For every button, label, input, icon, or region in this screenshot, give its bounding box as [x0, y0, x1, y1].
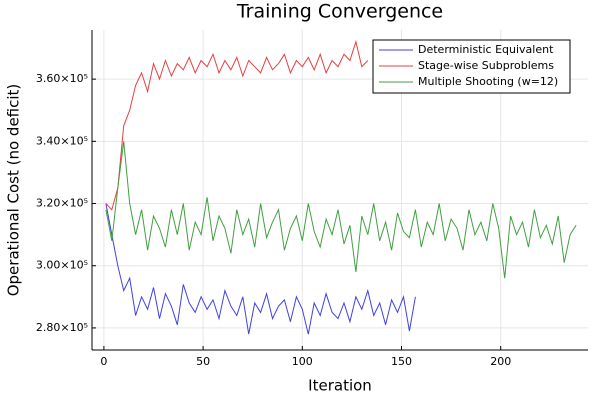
chart-title: Training Convergence — [236, 1, 443, 23]
legend-label: Stage-wise Subproblems — [418, 59, 554, 72]
x-tick-label: 200 — [490, 355, 511, 368]
y-tick-label: 3.20×10⁵ — [36, 197, 88, 210]
series-line — [105, 203, 416, 335]
x-axis-label: Iteration — [308, 377, 372, 395]
y-tick-label: 3.40×10⁵ — [36, 134, 88, 147]
x-tick-label: 0 — [100, 355, 107, 368]
legend-label: Deterministic Equivalent — [418, 43, 554, 56]
x-tick-label: 150 — [391, 355, 412, 368]
series-line — [105, 39, 369, 211]
y-axis-label: Operational Cost (no deficit) — [5, 84, 23, 297]
y-tick-label: 2.80×10⁵ — [36, 321, 88, 334]
series-line — [105, 141, 577, 279]
y-tick-label: 3.60×10⁵ — [36, 72, 88, 85]
y-tick-label: 3.00×10⁵ — [36, 259, 88, 272]
legend-label: Multiple Shooting (w=12) — [418, 75, 558, 88]
x-tick-label: 50 — [196, 355, 210, 368]
x-tick-label: 100 — [292, 355, 313, 368]
